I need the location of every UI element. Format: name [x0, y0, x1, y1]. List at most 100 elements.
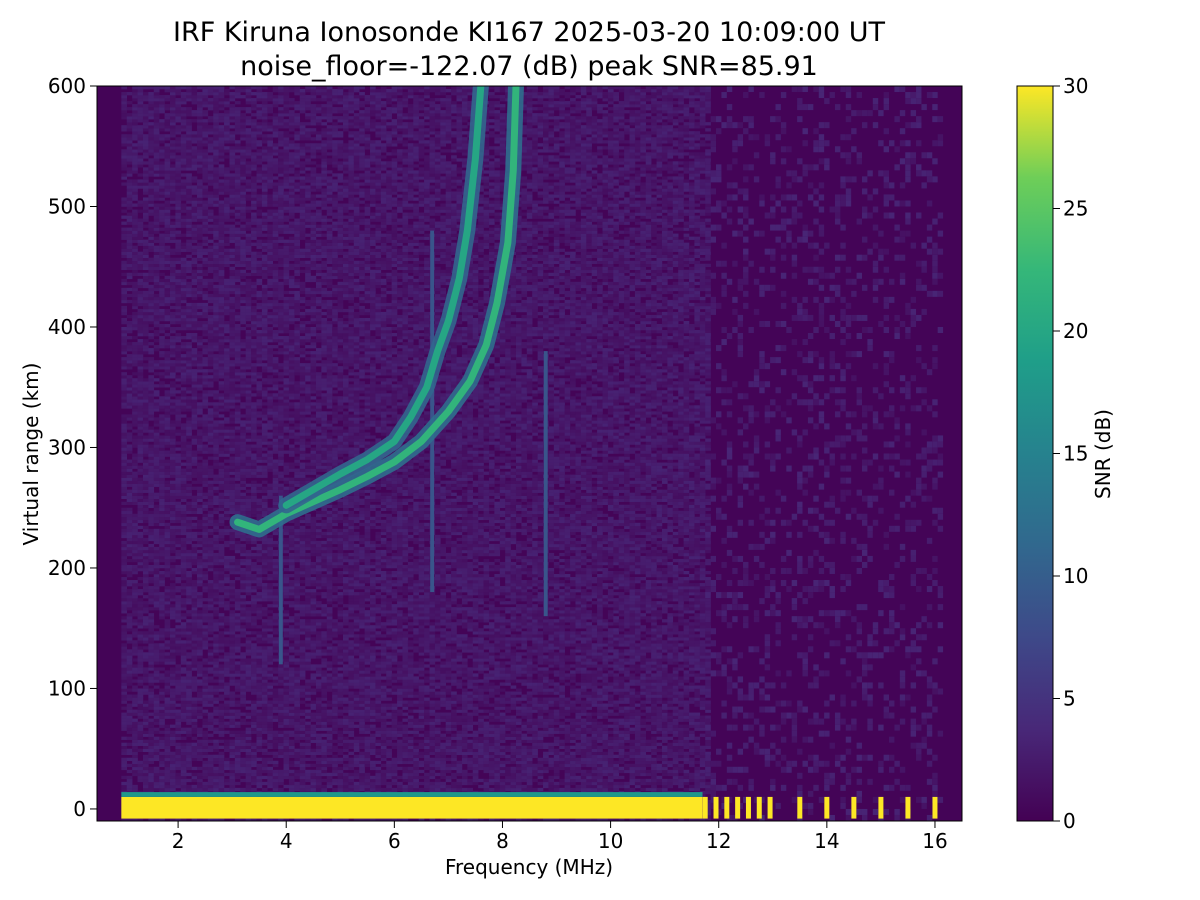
noise-cell [197, 432, 203, 436]
noise-cell [240, 495, 246, 499]
noise-cell [121, 727, 128, 731]
noise-cell [137, 486, 144, 490]
noise-cell [175, 423, 182, 427]
noise-cell [207, 772, 214, 777]
noise-cell [224, 375, 230, 379]
noise-cell [245, 592, 252, 596]
noise-cell [137, 712, 144, 716]
noise-cell [224, 580, 230, 584]
noise-cell [175, 89, 182, 93]
noise-cell [148, 197, 155, 201]
noise-cell [153, 453, 160, 457]
noise-cell [186, 354, 192, 358]
noise-cell [142, 730, 149, 734]
noise-cell [229, 486, 236, 490]
noise-cell [169, 769, 176, 774]
noise-cell [186, 763, 192, 768]
noise-cell [213, 227, 219, 231]
noise-cell [164, 625, 171, 629]
noise-cell [197, 302, 203, 307]
noise-cell [153, 360, 160, 364]
noise-cell [159, 522, 165, 527]
noise-cell [121, 775, 128, 780]
noise-cell [175, 483, 182, 487]
noise-cell [169, 390, 176, 394]
noise-cell [186, 519, 192, 524]
noise-cell [148, 703, 155, 707]
noise-cell [240, 375, 246, 379]
noise-cell [137, 513, 144, 518]
noise-cell [164, 661, 171, 665]
noise-cell [169, 763, 176, 768]
noise-cell [169, 260, 176, 265]
noise-cell [251, 369, 257, 373]
noise-cell [137, 577, 144, 581]
noise-cell [229, 480, 236, 484]
noise-cell [218, 697, 225, 701]
noise-cell [164, 549, 171, 554]
noise-cell [148, 317, 155, 322]
noise-cell [229, 287, 236, 292]
noise-cell [202, 360, 209, 364]
noise-cell [175, 408, 182, 412]
noise-cell [126, 342, 133, 346]
noise-cell [159, 498, 165, 502]
noise-cell [224, 287, 230, 292]
noise-cell [240, 363, 246, 367]
noise-cell [148, 236, 155, 240]
noise-cell [191, 224, 198, 228]
noise-cell [218, 275, 225, 280]
noise-cell [197, 366, 203, 370]
noise-cell [207, 308, 214, 313]
noise-cell [186, 164, 192, 168]
noise-cell [207, 263, 214, 268]
noise-cell [159, 302, 165, 307]
noise-cell [191, 700, 198, 704]
noise-cell [224, 772, 230, 777]
noise-cell [234, 670, 241, 674]
noise-cell [153, 522, 160, 527]
noise-cell [207, 595, 214, 599]
noise-cell [148, 700, 155, 704]
noise-cell [240, 468, 246, 472]
noise-cell [148, 411, 155, 415]
noise-cell [164, 673, 171, 677]
noise-cell [159, 191, 165, 195]
noise-cell [240, 435, 246, 439]
noise-cell [142, 185, 149, 189]
noise-cell [234, 757, 241, 762]
noise-cell [191, 257, 198, 262]
noise-cell [180, 655, 187, 659]
noise-cell [121, 351, 128, 355]
noise-cell [142, 778, 149, 783]
noise-cell [240, 534, 246, 539]
noise-cell [240, 733, 246, 737]
noise-cell [234, 604, 241, 608]
noise-cell [218, 432, 225, 436]
noise-cell [234, 721, 241, 725]
noise-cell [218, 320, 225, 325]
noise-cell [186, 640, 192, 644]
noise-cell [191, 610, 198, 614]
noise-cell [218, 769, 225, 774]
noise-cell [251, 682, 257, 686]
noise-cell [121, 682, 128, 686]
noise-cell [186, 727, 192, 731]
noise-cell [197, 278, 203, 283]
noise-cell [202, 357, 209, 361]
noise-cell [202, 570, 209, 575]
noise-cell [126, 558, 133, 563]
noise-cell [202, 634, 209, 638]
noise-cell [148, 754, 155, 759]
noise-cell [142, 308, 149, 313]
noise-cell [213, 745, 219, 750]
noise-cell [180, 308, 187, 313]
noise-cell [251, 652, 257, 656]
noise-cell [180, 736, 187, 740]
noise-cell [207, 643, 214, 647]
noise-cell [175, 116, 182, 120]
noise-cell [121, 462, 128, 466]
noise-cell [180, 727, 187, 731]
noise-cell [202, 598, 209, 602]
noise-cell [213, 435, 219, 439]
